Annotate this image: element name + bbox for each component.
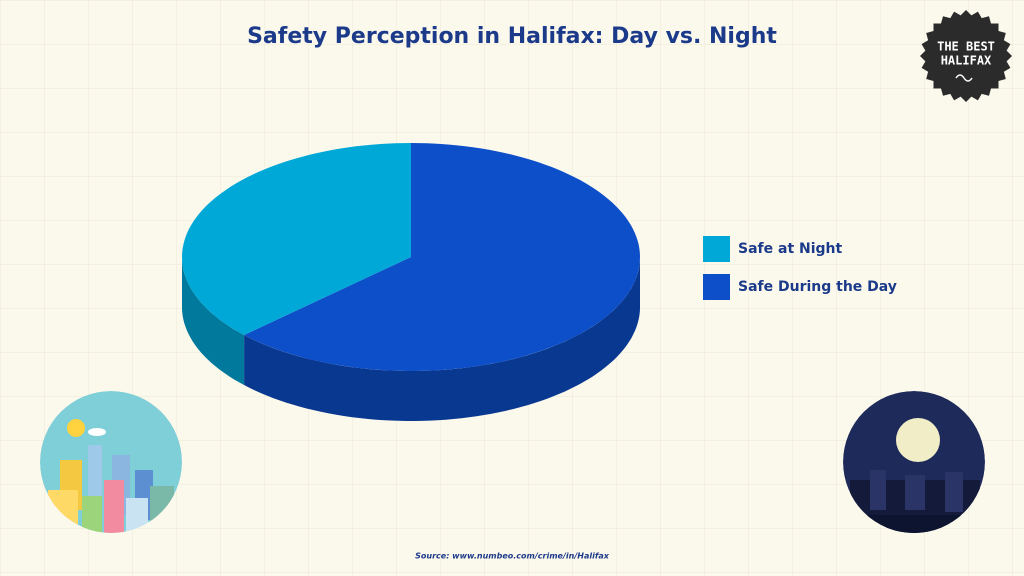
legend: Safe at Night Safe During the Day <box>703 236 897 300</box>
legend-swatch <box>703 236 730 262</box>
logo-line: HALIFAX <box>941 54 992 68</box>
logo-line: THE BEST <box>937 40 995 54</box>
badge-shape <box>920 10 1012 102</box>
logo-mark <box>955 74 973 82</box>
chart-title: Safety Perception in Halifax: Day vs. Ni… <box>247 24 777 49</box>
pie-slice <box>182 143 411 335</box>
pie-slice <box>244 143 640 371</box>
source-note: Source: www.numbeo.com/crime/in/Halifax <box>415 552 610 561</box>
pie <box>182 143 640 421</box>
day-illustration <box>40 391 182 533</box>
legend-label: Safe During the Day <box>738 279 897 295</box>
legend-swatch <box>703 274 730 300</box>
pie-slice-side <box>182 257 245 385</box>
legend-label: Safe at Night <box>738 241 843 257</box>
logo-badge: THE BEST HALIFAX <box>920 10 1012 102</box>
pie-slice-side <box>244 257 640 421</box>
